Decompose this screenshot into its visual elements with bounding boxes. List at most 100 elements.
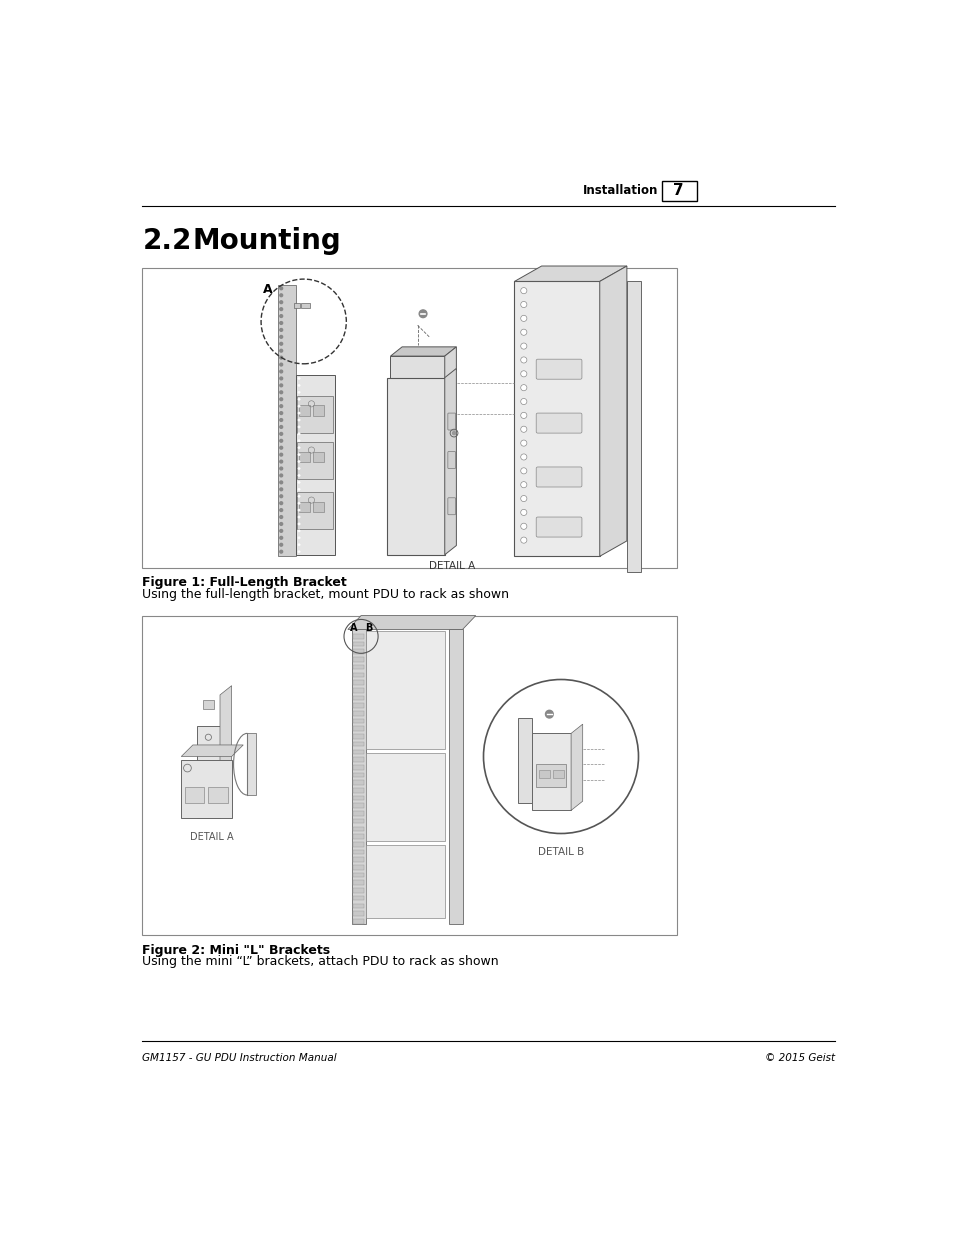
Bar [353, 757, 364, 762]
Bar [353, 850, 364, 855]
Circle shape [520, 288, 526, 294]
Bar [353, 673, 364, 677]
Bar [208, 787, 228, 803]
Circle shape [297, 551, 300, 553]
Circle shape [279, 370, 282, 373]
Bar [353, 642, 364, 646]
Circle shape [297, 329, 300, 331]
Circle shape [279, 363, 282, 366]
Circle shape [279, 543, 282, 546]
Circle shape [520, 495, 526, 501]
Circle shape [279, 329, 282, 331]
FancyBboxPatch shape [447, 498, 456, 515]
Bar [297, 396, 333, 433]
Circle shape [297, 315, 300, 317]
Bar [353, 826, 364, 831]
Bar [353, 634, 364, 638]
Bar [294, 303, 299, 308]
Circle shape [279, 522, 282, 525]
Polygon shape [571, 724, 582, 810]
Bar [353, 857, 364, 862]
Circle shape [279, 501, 282, 505]
Text: Using the full-length bracket, mount PDU to rack as shown: Using the full-length bracket, mount PDU… [142, 588, 509, 601]
Circle shape [452, 431, 456, 435]
Bar [353, 873, 364, 877]
Bar [353, 919, 364, 924]
Circle shape [297, 384, 300, 387]
Circle shape [520, 509, 526, 515]
Circle shape [297, 509, 300, 511]
Circle shape [297, 495, 300, 498]
Circle shape [297, 370, 300, 373]
Bar [353, 742, 364, 746]
Circle shape [279, 426, 282, 429]
Circle shape [520, 454, 526, 461]
FancyBboxPatch shape [447, 412, 456, 430]
Circle shape [418, 310, 427, 317]
Bar [142, 615, 677, 935]
Circle shape [279, 551, 282, 553]
FancyBboxPatch shape [536, 517, 581, 537]
Circle shape [297, 288, 300, 289]
Bar [661, 180, 696, 200]
Circle shape [297, 350, 300, 352]
Circle shape [279, 336, 282, 338]
Circle shape [279, 419, 282, 421]
Circle shape [297, 357, 300, 359]
Polygon shape [390, 347, 456, 356]
Bar [390, 356, 444, 379]
Circle shape [279, 377, 282, 380]
Circle shape [279, 446, 282, 450]
Circle shape [279, 411, 282, 415]
FancyBboxPatch shape [536, 412, 581, 433]
Text: A: A [349, 622, 356, 632]
Circle shape [520, 426, 526, 432]
Bar [353, 650, 364, 655]
Circle shape [279, 536, 282, 540]
Polygon shape [348, 615, 476, 630]
Text: 7: 7 [673, 183, 683, 198]
Circle shape [297, 398, 300, 400]
Circle shape [297, 419, 300, 421]
Polygon shape [599, 266, 626, 556]
Bar [353, 895, 364, 900]
Circle shape [279, 398, 282, 400]
Bar [313, 405, 323, 416]
FancyBboxPatch shape [536, 359, 581, 379]
Circle shape [297, 530, 300, 532]
Bar [514, 282, 599, 556]
Circle shape [279, 440, 282, 442]
Bar [185, 787, 204, 803]
Circle shape [520, 330, 526, 336]
Bar [297, 442, 333, 479]
Bar [353, 804, 364, 808]
Bar [553, 771, 563, 778]
Circle shape [279, 308, 282, 310]
Text: DETAIL A: DETAIL A [191, 832, 233, 842]
Bar [313, 501, 323, 513]
Bar [353, 795, 364, 800]
Circle shape [520, 357, 526, 363]
Circle shape [279, 461, 282, 463]
Circle shape [279, 405, 282, 408]
Bar [532, 734, 571, 810]
Polygon shape [444, 368, 456, 555]
Bar [536, 764, 565, 787]
Bar [353, 881, 364, 885]
Circle shape [279, 516, 282, 519]
Bar [353, 688, 364, 693]
Bar [353, 864, 364, 869]
Circle shape [279, 495, 282, 498]
FancyBboxPatch shape [536, 467, 581, 487]
Bar [313, 452, 323, 462]
Circle shape [279, 467, 282, 469]
Circle shape [297, 342, 300, 345]
Bar [353, 657, 364, 662]
Circle shape [297, 363, 300, 366]
Circle shape [297, 543, 300, 546]
Bar [353, 734, 364, 739]
Bar [353, 911, 364, 916]
Circle shape [279, 480, 282, 484]
Circle shape [297, 426, 300, 429]
Bar [353, 842, 364, 846]
